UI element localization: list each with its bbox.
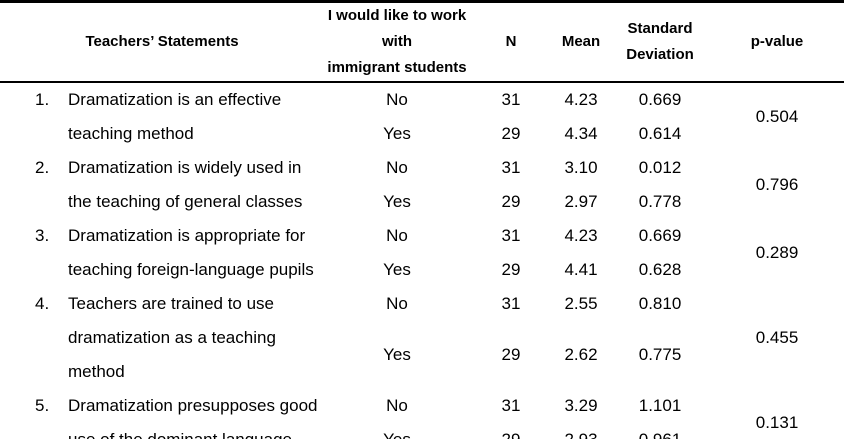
mean-cell: 2.55 — [564, 294, 598, 313]
table-row: Yes 29 4.34 0.614 — [0, 117, 844, 152]
statement-number: 5. — [35, 396, 50, 415]
col-header-group: I would like to work with immigrant stud… — [324, 1, 471, 83]
n-cell: 31 — [501, 396, 521, 416]
table-row: Yes 29 2.97 0.778 — [0, 185, 844, 219]
choice-cell: No — [386, 89, 408, 109]
statement-line: the teaching of general classes — [68, 192, 303, 211]
statement-number: 4. — [35, 294, 50, 313]
choice-cell: Yes — [383, 192, 411, 211]
header-row: Teachers’ Statements I would like to wor… — [0, 1, 844, 83]
statement-number: 1. — [35, 90, 50, 109]
choice-cell: No — [386, 226, 408, 245]
col-header-p-value: p-value — [710, 1, 844, 83]
col-header-mean: Mean — [552, 1, 611, 83]
table-row: Yes 29 2.62 0.775 — [0, 321, 844, 389]
statement-cell: Dramatization is appropriate for teachin… — [68, 219, 324, 287]
sd-cell: 0.961 — [610, 424, 710, 439]
mean-cell: 2.62 — [564, 345, 598, 364]
n-cell: 31 — [501, 226, 521, 245]
mean-cell: 2.97 — [564, 192, 598, 211]
mean-cell: 3.10 — [564, 158, 598, 177]
sd-cell: 0.669 — [638, 226, 682, 245]
table-row-group: 5. Dramatization presupposes good use of… — [0, 389, 844, 439]
sd-cell: 0.810 — [638, 294, 682, 313]
sd-cell: 0.012 — [638, 158, 682, 177]
n-cell: 29 — [470, 424, 552, 439]
col-header-group-line1: I would like to work with — [327, 7, 467, 50]
statement-cell: Dramatization is an effective teaching m… — [68, 82, 324, 151]
p-value-cell: 0.289 — [755, 243, 799, 262]
statement-line: method — [68, 362, 125, 381]
p-value-cell: 0.796 — [755, 175, 799, 194]
choice-cell: Yes — [383, 345, 411, 364]
choice-cell: Yes — [324, 424, 470, 439]
choice-cell: No — [386, 396, 408, 416]
sd-cell: 0.778 — [638, 192, 682, 211]
statement-cell: Dramatization is widely used in the teac… — [68, 151, 324, 219]
table-row-group: 1. Dramatization is an effective teachin… — [0, 82, 844, 151]
statement-cell: Teachers are trained to use dramatizatio… — [68, 287, 324, 389]
statement-number: 2. — [35, 158, 50, 177]
sd-cell: 1.101 — [638, 396, 682, 416]
p-value-cell: 0.504 — [755, 107, 799, 126]
n-cell: 31 — [501, 89, 521, 109]
mean-cell: 4.41 — [564, 260, 598, 279]
mean-cell: 4.23 — [564, 89, 598, 109]
sd-cell: 0.669 — [638, 89, 682, 109]
choice-cell: Yes — [383, 260, 411, 279]
table-row: 2. Dramatization is widely used in the t… — [0, 151, 844, 211]
n-cell: 29 — [501, 192, 521, 211]
table-row: Yes 29 2.93 0.961 — [0, 424, 844, 439]
p-value-cell: 0.131 — [755, 413, 799, 432]
choice-cell: No — [386, 158, 408, 177]
n-cell: 31 — [501, 294, 521, 313]
p-value-cell: 0.455 — [755, 328, 799, 347]
mean-cell: 4.34 — [564, 123, 598, 143]
col-header-group-line2: immigrant students — [327, 59, 467, 76]
statement-line: dramatization as a teaching — [68, 328, 276, 347]
statement-line: Dramatization is widely used in — [68, 158, 302, 177]
statement-line: teaching foreign-language pupils — [68, 260, 314, 279]
statement-line: teaching method — [68, 124, 194, 143]
table-header: Teachers’ Statements I would like to wor… — [0, 1, 844, 83]
statement-line: Dramatization presupposes good — [68, 396, 318, 415]
table-row: Yes 29 4.41 0.628 — [0, 253, 844, 287]
mean-cell: 4.23 — [564, 226, 598, 245]
table-row: 4. Teachers are trained to use dramatiza… — [0, 287, 844, 381]
sd-cell: 0.628 — [638, 260, 682, 279]
table-row-group: 4. Teachers are trained to use dramatiza… — [0, 287, 844, 389]
statement-line: Teachers are trained to use — [68, 294, 275, 313]
n-cell: 29 — [501, 345, 521, 364]
col-header-sd-line1: Standard — [627, 20, 693, 37]
col-header-n: N — [470, 1, 553, 83]
table-row: 3. Dramatization is appropriate for teac… — [0, 219, 844, 279]
n-cell: 29 — [501, 260, 521, 279]
table-row-group: 2. Dramatization is widely used in the t… — [0, 151, 844, 219]
col-header-statements: Teachers’ Statements — [0, 1, 325, 83]
mean-cell: 2.93 — [552, 424, 610, 439]
statement-line: Dramatization is appropriate for — [68, 226, 306, 245]
statement-line: use of the dominant language — [68, 423, 324, 439]
mean-cell: 3.29 — [564, 396, 598, 416]
sd-cell: 0.614 — [638, 123, 682, 143]
sd-cell: 0.775 — [638, 345, 682, 364]
statement-cell: Dramatization presupposes good use of th… — [68, 389, 324, 439]
col-header-sd: Standard Deviation — [610, 1, 711, 83]
n-cell: 29 — [501, 123, 521, 143]
statement-number: 3. — [35, 226, 50, 245]
choice-cell: No — [386, 294, 408, 313]
n-cell: 31 — [501, 158, 521, 177]
table-row-group: 3. Dramatization is appropriate for teac… — [0, 219, 844, 287]
statement-line: Dramatization is an effective — [68, 90, 282, 109]
choice-cell: Yes — [383, 123, 411, 143]
table-row: 1. Dramatization is an effective teachin… — [0, 82, 844, 143]
table-row: 5. Dramatization presupposes good use of… — [0, 389, 844, 439]
col-header-sd-line2: Deviation — [626, 46, 694, 63]
